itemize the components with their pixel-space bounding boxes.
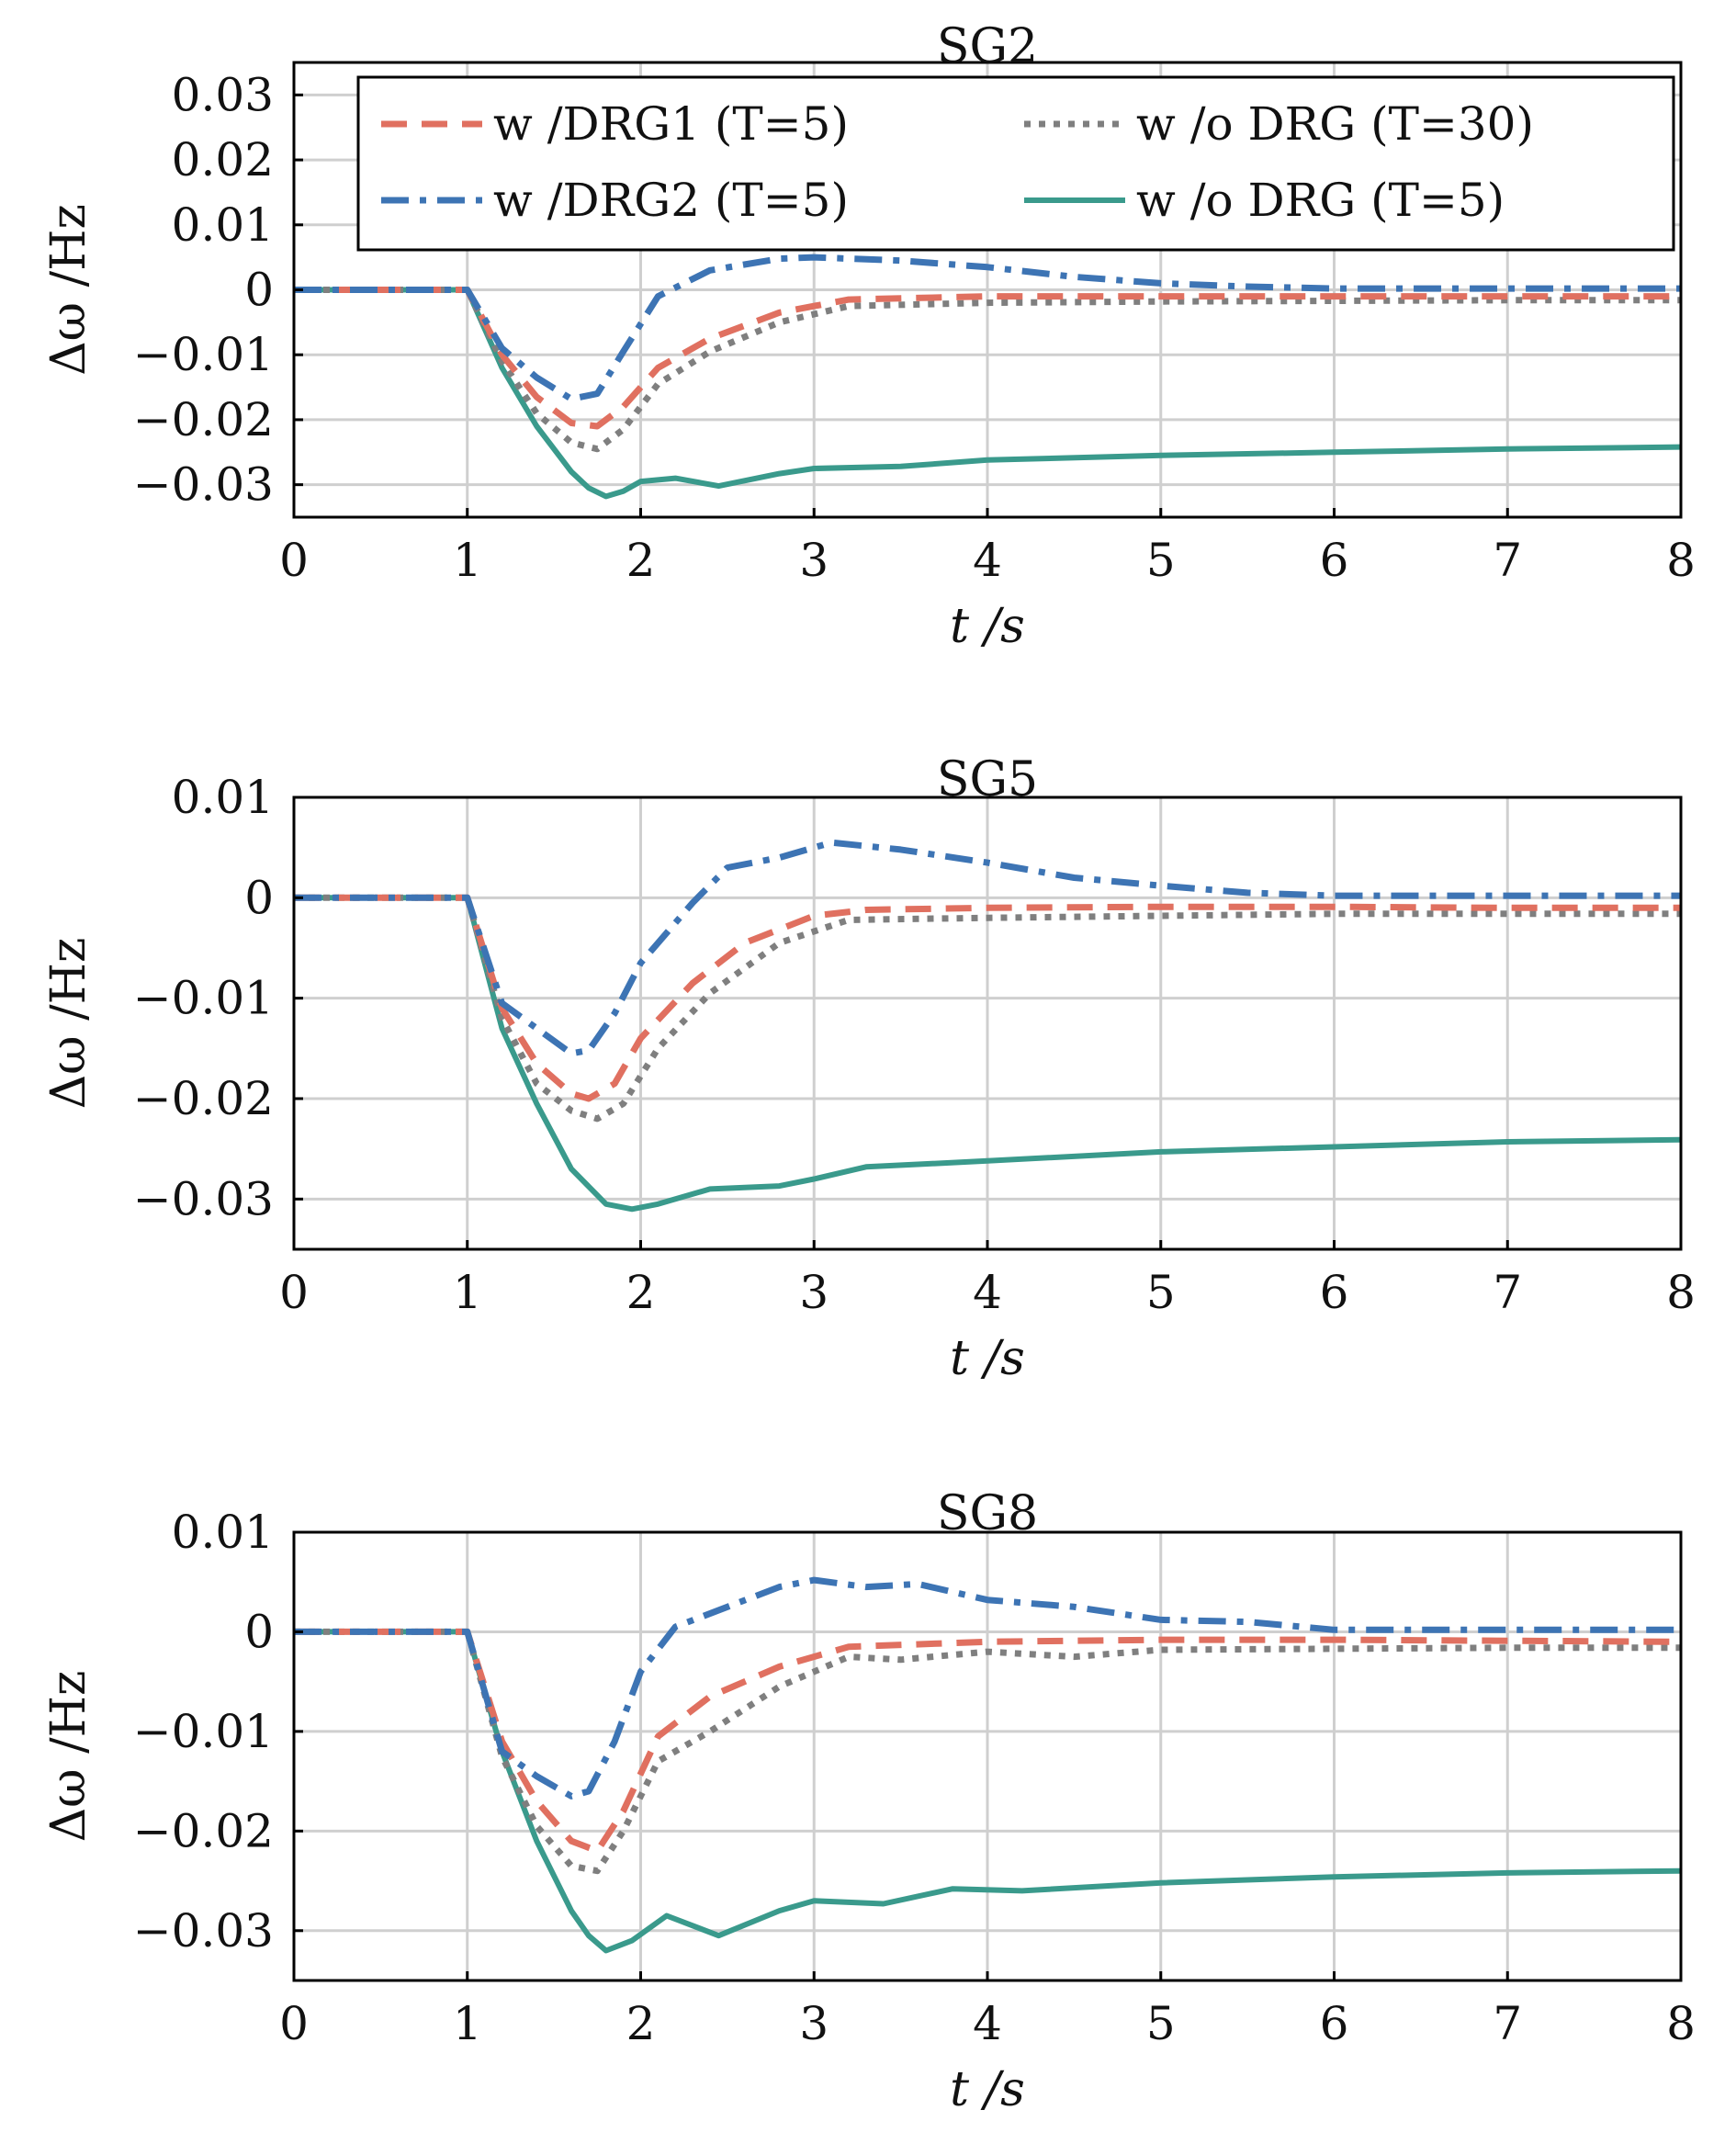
x-tick-label: 2 [626,1997,656,2050]
y-tick-label: 0 [244,1605,274,1658]
y-axis-label: Δω /Hz [41,1671,96,1843]
y-tick-label: 0.01 [172,198,274,252]
y-tick-label: −0.02 [133,393,274,446]
y-tick-label: −0.03 [133,1904,274,1958]
panel-sg2: 0 1 2 3 4 5 6 7 8 0.03 0.02 0.01 0 −0.01 −0.02 −0.03 SG2… [41,19,1696,654]
x-tick-label: 5 [1146,534,1176,587]
x-tick-label: 3 [799,534,829,587]
x-tick-label: 8 [1666,1997,1696,2050]
series-line-dashed [294,287,1681,430]
series-line-dashed [294,894,1681,1102]
x-tick-label: 3 [799,1266,829,1319]
legend-box [356,75,1675,252]
panel-sg5: 0 1 2 3 4 5 6 7 8 0.01 0 −0.01 −0.02 −0.03 SG5 t /s Δω /… [41,752,1696,1386]
x-axis-label: t /s [950,2062,1025,2117]
x-tick-label: 0 [279,1266,309,1319]
chart-title: SG2 [937,19,1038,74]
legend-label: w /o DRG (T=30) [1136,97,1534,151]
x-axis-label: t /s [950,599,1025,654]
x-tick-label: 0 [279,534,309,587]
x-tick-label: 4 [973,1997,1002,2050]
series-line-solid [294,1629,1681,1954]
legend-label: w /DRG2 (T=5) [493,174,849,227]
x-tick-label: 0 [279,1997,309,2050]
y-axis-label: Δω /Hz [41,938,96,1110]
x-tick-label: 7 [1493,1997,1522,2050]
y-tick-label: −0.01 [133,1705,274,1758]
series-line-dashdot [294,254,1681,402]
y-axis-label: Δω /Hz [41,204,96,376]
y-tick-label: 0 [244,871,274,924]
y-tick-label: −0.02 [133,1072,274,1125]
y-tick-label: −0.03 [133,1172,274,1225]
x-tick-label: 6 [1320,1997,1349,2050]
x-tick-label: 2 [626,1266,656,1319]
series-line-solid [294,287,1681,500]
x-tick-label: 1 [453,1266,482,1319]
x-tick-label: 7 [1493,534,1522,587]
x-tick-label: 5 [1146,1997,1176,2050]
x-tick-label: 8 [1666,1266,1696,1319]
y-tick-label: 0.02 [172,133,274,186]
y-tick-label: 0.01 [172,771,274,824]
series-line-dotted [294,894,1681,1123]
legend: w /DRG1 (T=5) w /o DRG (T=30) w /DRG2 (T=5… [356,75,1675,252]
y-tick-label: 0.03 [172,68,274,121]
chart-title: SG8 [937,1486,1038,1541]
x-tick-label: 2 [626,534,656,587]
x-tick-label: 4 [973,534,1002,587]
x-tick-label: 7 [1493,1266,1522,1319]
x-tick-label: 3 [799,1997,829,2050]
x-tick-label: 5 [1146,1266,1176,1319]
series-line-dashdot [294,839,1681,1057]
series-line-solid [294,895,1681,1213]
series-line-dotted [294,287,1681,453]
x-tick-label: 1 [453,1997,482,2050]
x-tick-label: 4 [973,1266,1002,1319]
y-tick-label: −0.03 [133,458,274,512]
x-tick-label: 8 [1666,534,1696,587]
y-tick-label: −0.02 [133,1804,274,1857]
legend-label: w /DRG1 (T=5) [493,97,849,151]
chart-title: SG5 [937,752,1038,807]
series-line-dashdot [294,1576,1681,1800]
legend-label: w /o DRG (T=5) [1136,174,1505,227]
y-tick-label: 0.01 [172,1506,274,1559]
x-tick-label: 6 [1320,534,1349,587]
y-tick-label: 0 [244,264,274,317]
y-tick-label: −0.01 [133,972,274,1025]
x-tick-label: 6 [1320,1266,1349,1319]
panel-sg8: 0 1 2 3 4 5 6 7 8 0.01 0 −0.01 −0.02 −0.03 SG8 t /s Δω /… [41,1486,1696,2117]
y-tick-label: −0.01 [133,328,274,381]
series-line-dotted [294,1628,1681,1875]
x-tick-label: 1 [453,534,482,587]
x-axis-label: t /s [950,1331,1025,1386]
series-line-dashed [294,1628,1681,1855]
